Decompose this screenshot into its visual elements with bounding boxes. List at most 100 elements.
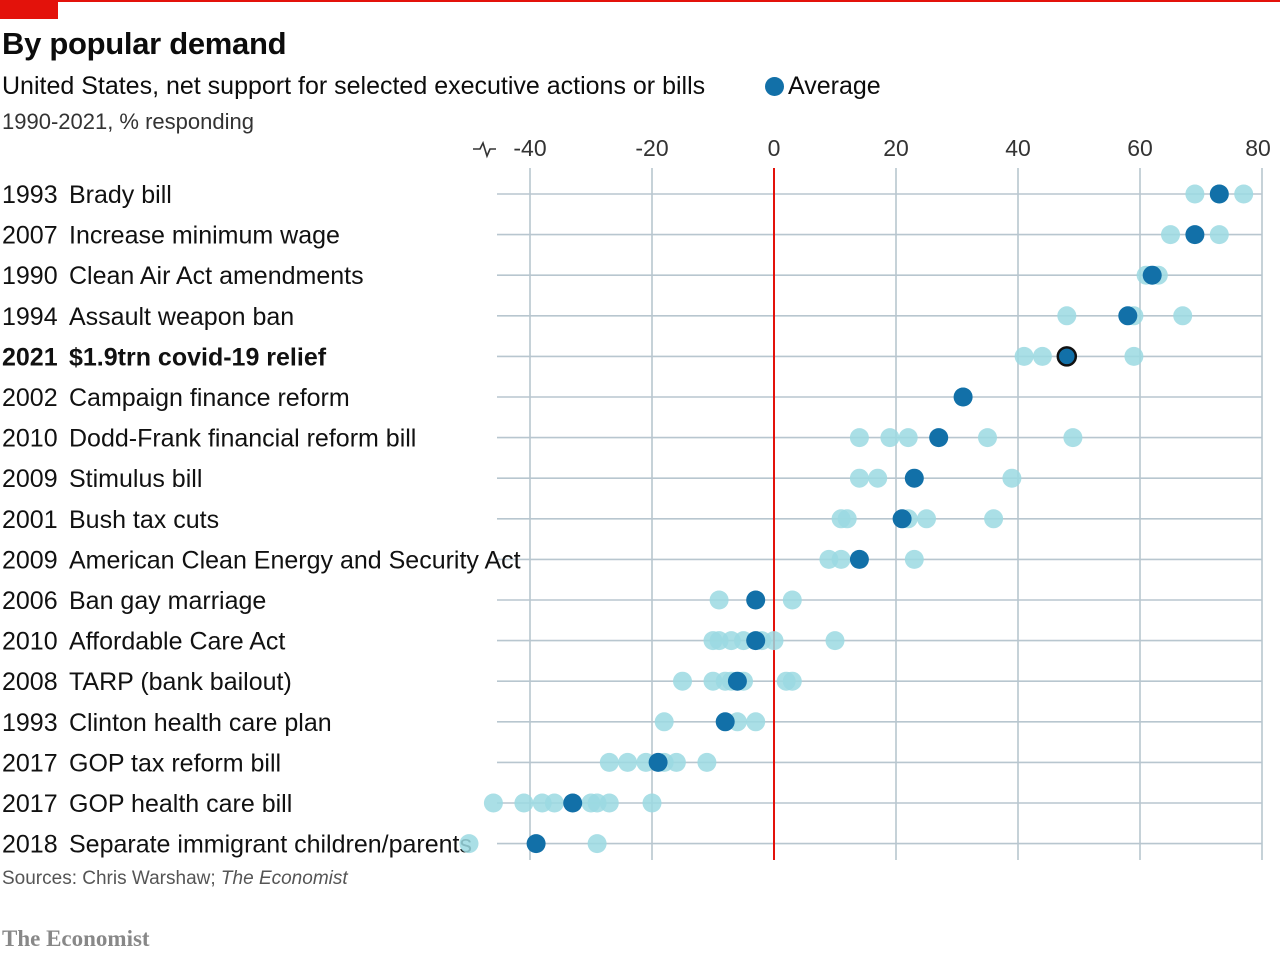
poll-dot [746,712,766,732]
average-dot [1185,225,1205,245]
poll-dot [697,752,717,772]
row-year: 2008 [2,668,58,696]
poll-dot [849,468,869,488]
poll-dot [1209,225,1229,245]
chart-units: 1990-2021, % responding [2,109,254,134]
x-tick-label: 40 [1005,135,1031,161]
row-label: Bush tax cuts [69,506,219,534]
row-label: Dodd-Frank financial reform bill [69,425,416,453]
poll-dot [849,428,869,448]
poll-dot [587,834,607,854]
row-year: 2021 [2,343,58,371]
poll-dot [483,793,503,813]
average-dot [1142,265,1162,285]
x-tick-label: 60 [1127,135,1153,161]
legend: Average [765,72,881,101]
poll-dot [1234,184,1254,204]
row-year: 2010 [2,628,58,656]
poll-dot [1002,468,1022,488]
average-dot [1209,184,1229,204]
source-publication: The Economist [220,868,348,889]
x-tick-label: 20 [883,135,909,161]
legend-average-label: Average [788,72,881,100]
average-dot [715,712,735,732]
row-year: 2009 [2,546,58,574]
row-year: 2001 [2,506,58,534]
poll-dot [599,752,619,772]
row-label: Ban gay marriage [69,587,266,615]
row-label: Affordable Care Act [69,628,285,656]
row-label: Brady bill [69,181,172,209]
poll-dot [1185,184,1205,204]
row-label: GOP tax reform bill [69,749,281,777]
source-prefix: Sources: Chris Warshaw; [2,868,221,889]
poll-dot [544,793,564,813]
poll-dot [1057,306,1077,326]
poll-dot [1014,346,1034,366]
x-tick-label: 80 [1245,135,1271,161]
poll-dot [782,671,802,691]
row-label: Separate immigrant children/parents [69,831,472,859]
row-year: 1993 [2,709,58,737]
chart-title: By popular demand [2,26,287,61]
average-dot [904,468,924,488]
average-dot [727,671,747,691]
row-label: $1.9trn covid-19 relief [69,343,327,371]
row-year: 2017 [2,790,58,818]
poll-dot [898,428,918,448]
row-label: American Clean Energy and Security Act [69,546,521,574]
poll-dot [642,793,662,813]
brand-red-tag [0,0,58,19]
average-dot [929,428,949,448]
poll-dot [868,468,888,488]
poll-dot [831,549,851,569]
poll-dot [825,631,845,651]
poll-dot [1063,428,1083,448]
poll-dot [666,752,686,772]
axis-break-icon [473,140,496,159]
row-label: TARP (bank bailout) [69,668,292,696]
row-year: 2010 [2,425,58,453]
average-dot [1056,346,1078,367]
poll-dot [654,712,674,732]
row-label: Increase minimum wage [69,222,340,250]
average-dot [563,793,583,813]
row-label: Assault weapon ban [69,303,294,331]
poll-dot [1124,346,1144,366]
row-year: 1990 [2,262,58,290]
poll-dot [764,631,784,651]
source-note: Sources: Chris Warshaw; The Economist [2,868,348,890]
top-rule [0,0,1280,2]
poll-dot [978,428,997,448]
poll-dot [917,509,936,529]
row-label: GOP health care bill [69,790,292,818]
average-dot [746,631,766,651]
row-label: Campaign finance reform [69,384,350,412]
row-label: Clean Air Act amendments [69,262,364,290]
legend-average-marker [765,77,784,96]
poll-dot [599,793,619,813]
poll-dot [1032,346,1052,366]
poll-dot [837,509,857,529]
economist-logo: The Economist [2,926,150,951]
poll-dot [782,590,802,610]
row-year: 1994 [2,303,58,331]
poll-dot [904,549,924,569]
poll-dot [880,428,900,448]
poll-dot [673,671,692,691]
poll-dot [709,590,729,610]
row-year: 2009 [2,465,58,493]
average-dot [1118,306,1138,326]
average-dot [746,590,766,610]
chart-subtitle: United States, net support for selected … [2,72,706,100]
average-dot [526,834,546,854]
poll-dot [984,509,1004,529]
row-year: 2017 [2,749,58,777]
row-year: 1993 [2,181,58,209]
x-tick-label: 0 [768,135,781,161]
average-dot [953,387,973,407]
poll-dot [514,793,534,813]
row-year: 2002 [2,384,58,412]
average-dot [648,752,668,772]
